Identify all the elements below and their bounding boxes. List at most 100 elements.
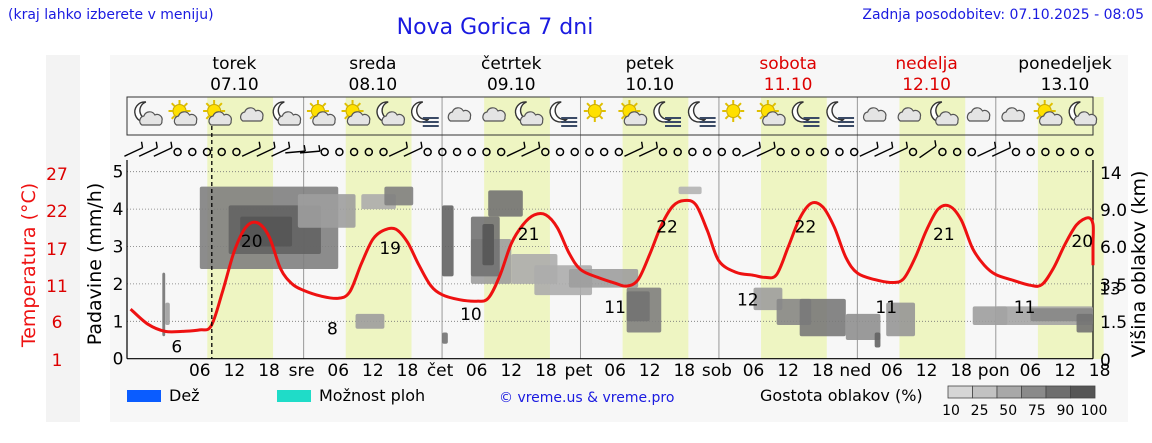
cloud-density-blocks <box>162 186 1107 348</box>
wind-calm-icon <box>496 147 506 157</box>
x-tick-hour: 18 <box>673 361 695 381</box>
cloud-shape <box>139 111 163 126</box>
wind-barb-icon <box>977 147 996 157</box>
wind-barb-tick <box>1008 141 1012 148</box>
wind-barb-icon <box>124 147 143 157</box>
x-tick-day: ned <box>839 361 871 381</box>
wind-calm-icon <box>702 147 712 157</box>
sun-disc <box>726 104 741 118</box>
temp-max-label: 20 <box>1071 232 1093 252</box>
y-tick-precip: 4 <box>113 200 124 220</box>
wind-calm-icon <box>1026 147 1035 157</box>
wind-calm-icon <box>1085 147 1094 157</box>
wind-calm-icon <box>335 147 344 157</box>
grid-lines <box>126 96 1094 360</box>
wind-calm-icon <box>820 147 830 157</box>
x-tick-hour: 06 <box>1020 361 1042 381</box>
wind-calm-icon <box>452 147 462 157</box>
wind-calm-icon <box>849 147 859 157</box>
day-name: torek <box>212 54 256 74</box>
moon-cloud-icon <box>1068 101 1098 126</box>
cloud-shape <box>897 107 922 122</box>
wind-calm-icon <box>188 147 197 157</box>
day-date: 12.10 <box>902 75 951 95</box>
wind-barb-icon <box>859 147 879 157</box>
cloud-shape <box>240 107 264 122</box>
cloud-icon <box>482 107 506 122</box>
legend-density-swatch <box>1021 385 1047 399</box>
wind-barb-icon <box>624 147 643 157</box>
sun-cloud-icon <box>756 100 786 126</box>
sun-ray <box>171 102 176 107</box>
cloud-block <box>297 194 356 228</box>
day-name: petek <box>626 54 674 74</box>
sun-ray <box>620 115 626 120</box>
cloud-icon <box>447 107 472 122</box>
sun-icon <box>583 100 606 122</box>
y-tick-temperature: 6 <box>52 313 63 333</box>
wind-barb-icon <box>153 147 173 157</box>
sun-ray <box>737 115 742 120</box>
temperature-scale-strip <box>46 55 80 422</box>
cloud-block <box>384 186 414 206</box>
wind-calm-icon <box>349 147 359 157</box>
weather-icons-row <box>134 100 1098 127</box>
x-tick-hour: 18 <box>812 361 834 381</box>
x-tick-hour: 18 <box>258 361 280 381</box>
copyright-text: © vreme.us & vreme.pro <box>499 390 674 406</box>
moon-shape <box>826 101 845 123</box>
cloud-shape <box>935 111 959 126</box>
y-tick-cloud-height: 0 <box>1100 351 1111 371</box>
wind-calm-icon <box>1070 147 1080 157</box>
temp-max-label: 20 <box>241 232 263 252</box>
wind-calm-icon <box>614 147 624 157</box>
cloud-shape <box>482 107 506 122</box>
wind-barb-icon <box>138 147 158 157</box>
day-date: 11.10 <box>764 75 813 95</box>
wind-calm-icon <box>791 147 800 157</box>
wind-barb-tick <box>523 141 526 148</box>
day-date: 09.10 <box>487 75 536 95</box>
sun-ray <box>586 115 591 120</box>
wind-barb-icon <box>888 147 908 157</box>
y-tick-cloud-height: 3.5 <box>1100 276 1127 296</box>
y-tick-temperature: 22 <box>46 202 68 222</box>
sun-ray <box>1048 102 1054 107</box>
y-tick-temperature: 17 <box>46 240 68 260</box>
wind-barb-tick <box>905 141 909 148</box>
wind-calm-icon <box>379 147 388 157</box>
legend-rain-swatch <box>127 390 161 402</box>
moon-cloud-icon <box>930 101 959 126</box>
wind-barb-tick <box>655 141 659 148</box>
x-tick-hour: 06 <box>881 361 903 381</box>
legend-density-step: 75 <box>1028 403 1046 419</box>
x-tick-hour: 18 <box>535 361 557 381</box>
wind-calm-icon <box>835 147 844 157</box>
cloud-shape <box>277 111 302 126</box>
y-tick-precip: 0 <box>113 350 124 370</box>
sun-ray <box>620 102 626 107</box>
day-name: nedelja <box>895 54 957 74</box>
cloud-shape <box>623 111 648 126</box>
x-tick-hour: 06 <box>466 361 488 381</box>
cloud-block <box>1105 317 1107 329</box>
wind-calm-icon <box>217 147 226 157</box>
sun-ray <box>633 102 638 107</box>
moon-fog-icon <box>791 101 820 127</box>
wind-calm-icon <box>688 147 697 157</box>
x-tick-day: čet <box>427 361 454 381</box>
sun-ray <box>759 102 764 107</box>
x-tick-hour: 18 <box>950 361 972 381</box>
cloud-block <box>845 313 881 340</box>
legend-density-swatch <box>972 385 998 399</box>
wind-barb-icon <box>506 147 526 157</box>
wind-barb-tick <box>140 141 144 148</box>
legend-density-step: 100 <box>1081 403 1108 419</box>
wind-barb-icon <box>285 150 306 154</box>
temp-min-label: 10 <box>460 305 482 325</box>
cloud-shape <box>1001 107 1025 122</box>
y-tick-precip: 1 <box>113 312 124 332</box>
y-tick-cloud-height: 1.5 <box>1100 313 1127 333</box>
y-axis-title-temperature: Temperatura (°C) <box>18 183 40 348</box>
